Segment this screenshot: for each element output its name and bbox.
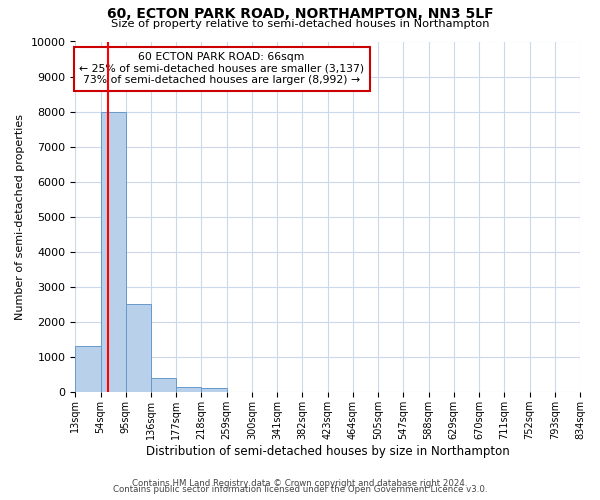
Text: 60, ECTON PARK ROAD, NORTHAMPTON, NN3 5LF: 60, ECTON PARK ROAD, NORTHAMPTON, NN3 5L… [107,8,493,22]
Bar [75,346,101,392]
Text: Contains public sector information licensed under the Open Government Licence v3: Contains public sector information licen… [113,485,487,494]
Bar [202,388,227,392]
Text: 60 ECTON PARK ROAD: 66sqm
← 25% of semi-detached houses are smaller (3,137)
73% : 60 ECTON PARK ROAD: 66sqm ← 25% of semi-… [79,52,364,85]
Text: Contains HM Land Registry data © Crown copyright and database right 2024.: Contains HM Land Registry data © Crown c… [132,479,468,488]
Bar [126,304,151,392]
Bar [176,386,202,392]
Y-axis label: Number of semi-detached properties: Number of semi-detached properties [15,114,25,320]
Bar [101,112,126,392]
X-axis label: Distribution of semi-detached houses by size in Northampton: Distribution of semi-detached houses by … [146,444,509,458]
Bar [151,378,176,392]
Text: Size of property relative to semi-detached houses in Northampton: Size of property relative to semi-detach… [111,19,489,29]
